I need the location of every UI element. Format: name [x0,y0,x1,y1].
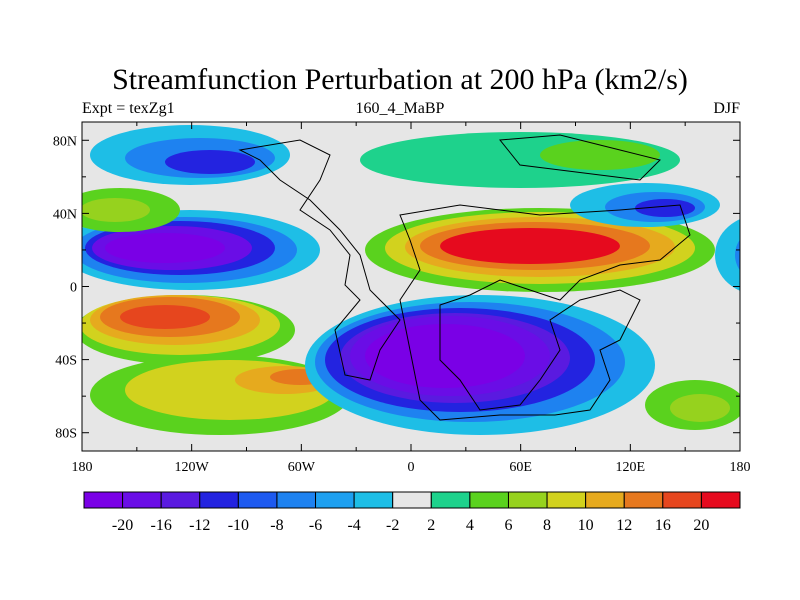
colorbar-swatch [276,491,317,509]
contour-high-arctic-6 [540,140,660,170]
colorbar-label: 16 [655,517,671,534]
colorbar-label: -6 [309,517,322,534]
contour-low-east-edge-4 [715,219,740,291]
contour-fill-layer [82,125,788,435]
colorbar: -20 -16 -12 -10 -8 -6 -4 -2 2 4 6 8 10 12 16 20 [83,491,741,534]
contour-high-npac-8 [82,198,150,222]
contour-low-east-edge-12 [752,239,788,271]
case-label: 160_4_MaBP [355,100,445,117]
colorbar-label: 6 [504,517,512,534]
colorbar-swatch [507,491,548,509]
x-tick-label: 60W [288,460,316,475]
colorbar-label: -4 [347,517,360,534]
contour-low-pacific-n-20 [105,233,225,263]
colorbar-swatch [700,491,741,509]
y-tick-label: 40S [55,354,77,369]
colorbar-swatch [469,491,509,509]
colorbar-label: 8 [543,517,551,534]
colorbar-label: 12 [616,517,632,534]
contour-low-easia-12 [635,199,695,217]
experiment-label: Expt = texZg1 [82,100,175,117]
continent-outline-layer [238,134,691,421]
colorbar-swatch [199,491,239,509]
x-tick-label: 0 [408,460,415,475]
contour-high-asia-20 [440,228,620,264]
colorbar-label: -8 [270,517,283,534]
colorbar-swatch [662,491,702,509]
y-tick-label: 80S [55,427,77,442]
colorbar-label: -2 [386,517,399,534]
americas-outline [238,139,401,381]
map-title: Streamfunction Perturbation at 200 hPa (… [112,63,688,96]
colorbar-swatch [546,491,587,509]
colorbar-swatch [430,491,471,509]
x-tick-label: 60E [509,460,532,475]
colorbar-swatch [160,491,201,509]
colorbar-swatch [122,491,162,509]
contour-high-se-8 [670,394,730,422]
x-axis-ticks: 180 120W 60W 0 60E 120E 180 [72,122,751,475]
colorbar-swatch [623,491,664,509]
arctic-outline [499,134,661,181]
colorbar-swatch [237,491,278,509]
colorbar-label: -16 [151,517,172,534]
y-axis-ticks: 80N 40N 0 40S 80S [53,134,740,442]
colorbar-swatch [315,491,355,509]
y-tick-label: 80N [53,134,77,149]
colorbar-label: 10 [578,517,594,534]
colorbar-label: -20 [112,517,133,534]
contour-low-arctic-10 [165,150,255,174]
contour-low-south-20 [365,324,525,388]
colorbar-label: -12 [189,517,210,534]
x-tick-label: 120W [175,460,210,475]
contour-high-spac-20 [120,305,210,329]
y-tick-label: 0 [70,281,77,296]
colorbar-swatch [392,491,432,509]
x-tick-label: 180 [730,460,751,475]
eurasia-africa-outline [399,204,691,421]
season-label: DJF [713,100,740,117]
colorbar-swatch [585,491,625,509]
colorbar-label: 2 [427,517,435,534]
y-tick-label: 40N [53,207,77,222]
contour-low-east-edge-8 [735,239,740,271]
colorbar-swatch [83,491,124,509]
colorbar-swatch [353,491,394,509]
colorbar-label: 20 [693,517,709,534]
x-tick-label: 180 [72,460,93,475]
colorbar-label: 4 [466,517,474,534]
x-tick-label: 120E [616,460,646,475]
colorbar-label: -10 [228,517,249,534]
